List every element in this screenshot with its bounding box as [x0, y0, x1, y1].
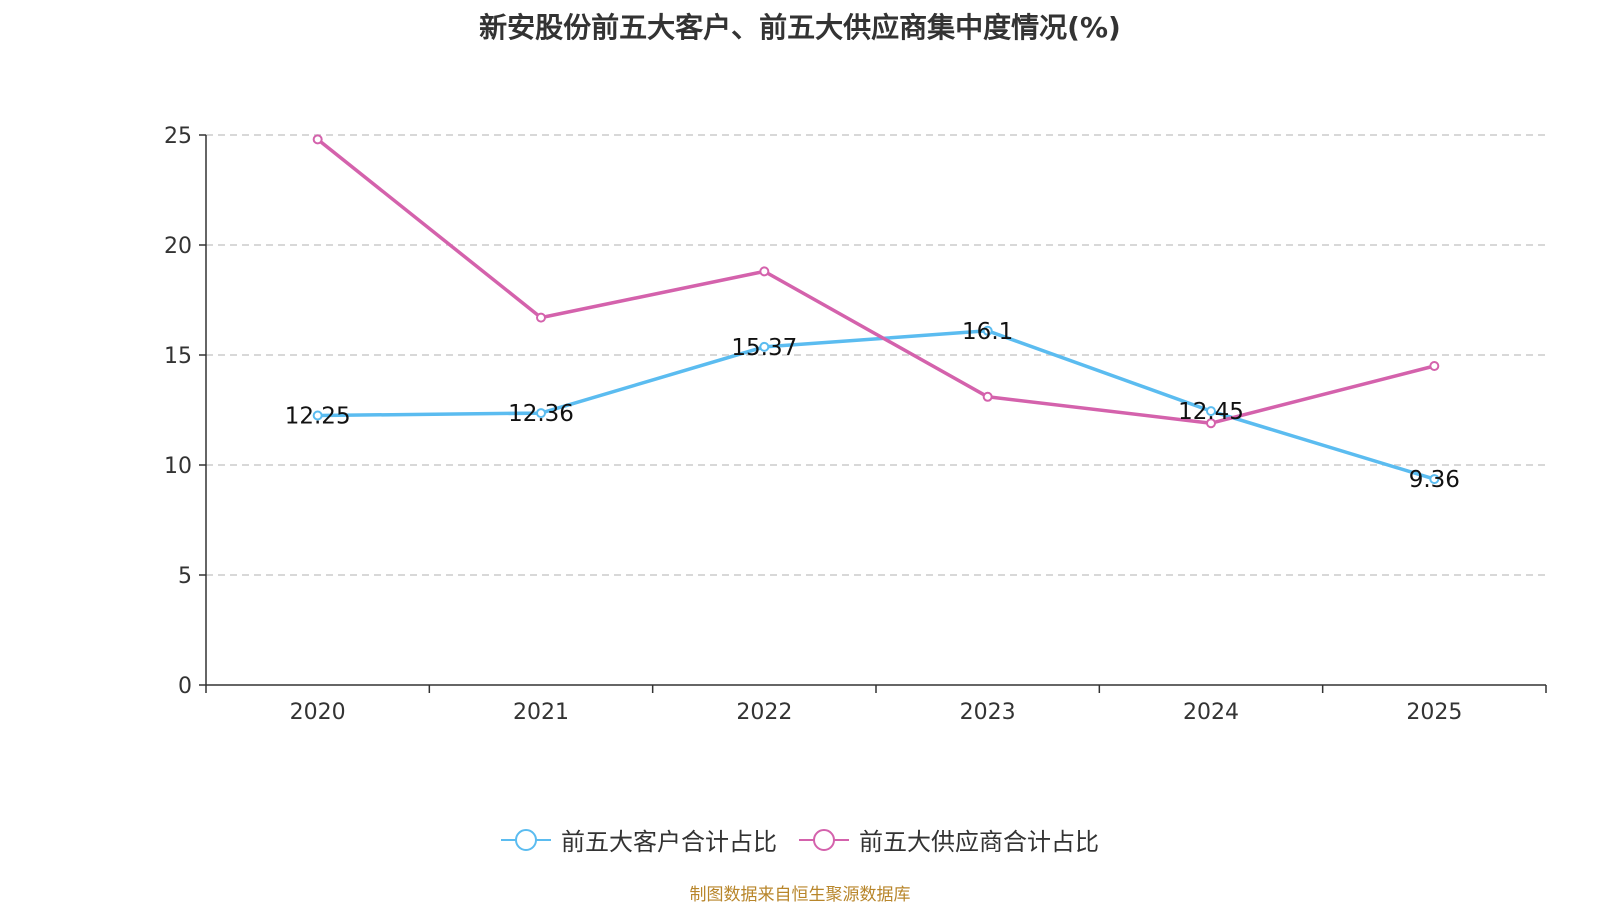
data-label-0-2023: 16.1	[962, 319, 1013, 345]
y-tick-label: 20	[164, 234, 192, 259]
data-label-0-2022: 15.37	[731, 335, 797, 361]
point-1-2023	[982, 391, 993, 402]
legend: 前五大客户合计占比 前五大供应商合计占比	[0, 822, 1600, 857]
data-label-0-2020: 12.25	[285, 404, 351, 430]
legend-marker-suppliers	[799, 828, 849, 851]
y-tick-label: 15	[164, 344, 192, 369]
y-tick-label: 5	[178, 564, 192, 589]
legend-marker-customers	[501, 828, 551, 851]
data-label-0-2025: 9.36	[1409, 467, 1460, 493]
point-0-2020	[312, 410, 323, 421]
x-tick-label-2020: 2020	[290, 700, 346, 725]
y-tick-label: 25	[164, 124, 192, 149]
point-1-2021	[536, 312, 546, 323]
data-labels: 12.25 12.36 15.37 16.1 12.45 9.36	[285, 319, 1460, 493]
gridlines	[206, 134, 1546, 576]
point-0-2024	[1206, 406, 1216, 417]
x-tick-label-2022: 2022	[736, 700, 792, 725]
point-0-2022	[759, 341, 770, 352]
legend-item-customers[interactable]: 前五大客户合计占比	[501, 822, 777, 857]
x-tick-label-2023: 2023	[960, 700, 1016, 725]
data-label-0-2021: 12.36	[508, 401, 574, 427]
point-0-2025	[1429, 474, 1440, 485]
series-line-1	[316, 138, 1435, 425]
legend-item-suppliers[interactable]: 前五大供应商合计占比	[799, 822, 1099, 857]
chart-title: 新安股份前五大客户、前五大供应商集中度情况(%)	[479, 11, 1121, 44]
point-0-2021	[536, 408, 546, 419]
x-tick-label-2024: 2024	[1183, 700, 1239, 725]
point-0-2023	[982, 325, 993, 336]
point-1-2024	[1206, 418, 1216, 429]
y-tick-label: 0	[178, 674, 192, 699]
data-label-0-2024: 12.45	[1178, 399, 1244, 425]
source-note: 制图数据来自恒生聚源数据库	[689, 885, 911, 905]
point-1-2020	[312, 134, 323, 145]
legend-label-customers: 前五大客户合计占比	[561, 828, 777, 856]
y-tick-label: 10	[164, 454, 192, 479]
point-1-2025	[1429, 361, 1440, 371]
point-1-2022	[759, 266, 770, 277]
legend-label-suppliers: 前五大供应商合计占比	[859, 828, 1099, 856]
x-tick-label-2021: 2021	[513, 700, 569, 725]
x-tick-label-2025: 2025	[1406, 700, 1462, 725]
series-line-0	[317, 329, 1435, 481]
series	[312, 134, 1440, 485]
